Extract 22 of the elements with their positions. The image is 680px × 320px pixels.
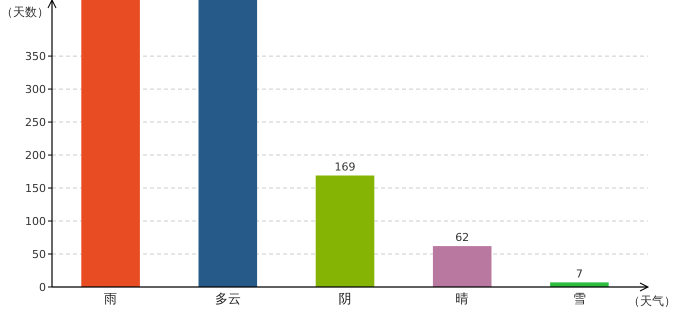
bar: [198, 0, 258, 287]
x-tick-label: 雪: [572, 292, 586, 307]
y-tick-label: 100: [25, 215, 46, 228]
y-tick-label: 50: [32, 248, 46, 262]
y-axis-title: （天数）: [1, 5, 49, 19]
x-tick-label: 阴: [338, 292, 352, 307]
x-axis-title: （天气）: [628, 294, 676, 308]
y-tick-label: 150: [25, 182, 46, 196]
bar: [316, 176, 374, 287]
x-tick-label: 晴: [456, 292, 469, 307]
data-label: 62: [455, 231, 470, 244]
y-tick-label: 200: [25, 149, 46, 162]
data-label: 7: [576, 267, 583, 280]
bar: [81, 0, 140, 287]
data-label: 169: [334, 160, 356, 174]
y-tick-label: 0: [39, 281, 46, 294]
x-tick-label: 雨: [104, 292, 118, 307]
x-tick-label: 多云: [214, 292, 241, 307]
y-tick-label: 250: [25, 116, 46, 130]
y-tick-label: 300: [25, 83, 46, 96]
bar: [432, 246, 492, 287]
y-tick-label: 350: [25, 50, 46, 64]
